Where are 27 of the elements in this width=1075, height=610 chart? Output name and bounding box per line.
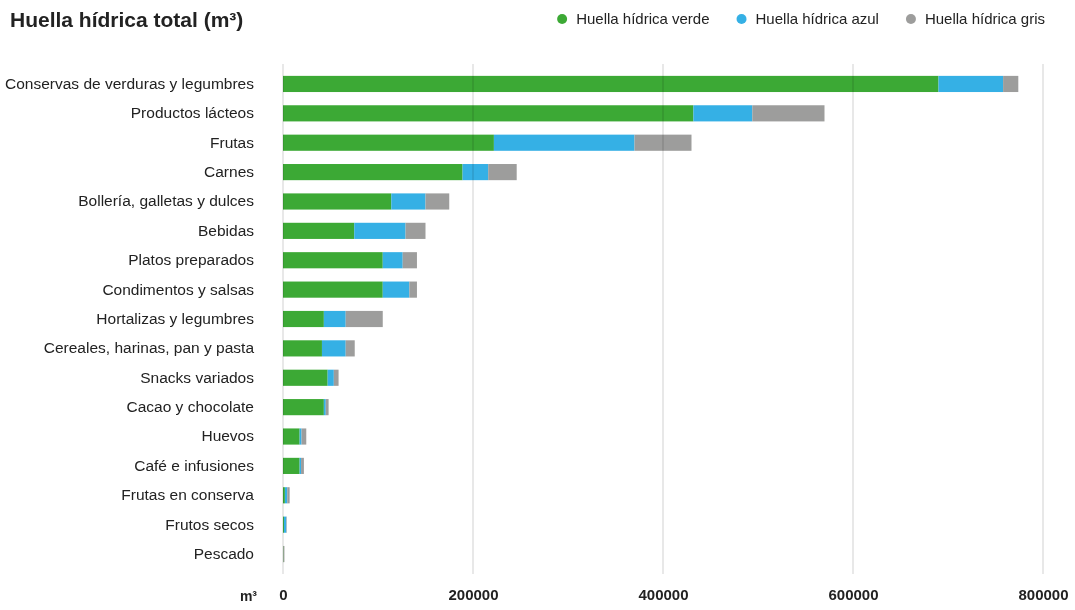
y-tick-label: Frutas bbox=[210, 133, 255, 151]
y-tick-label: Huevos bbox=[201, 427, 255, 445]
y-tick-label: Carnes bbox=[204, 163, 255, 181]
y-tick-label: Bebidas bbox=[197, 221, 255, 239]
y-tick-label: Cereales, harinas, pan y pasta bbox=[43, 339, 255, 357]
y-tick-label: Productos lácteos bbox=[130, 104, 255, 122]
x-tick-label: 400000 bbox=[638, 585, 689, 603]
legend-label: Huella hídrica azul bbox=[755, 10, 879, 27]
y-tick-label: Condimentos y salsas bbox=[102, 280, 255, 298]
chart-title: Huella hídrica total (m³) bbox=[10, 8, 244, 31]
y-tick-label: Café e infusiones bbox=[134, 456, 255, 474]
y-tick-label: Pescado bbox=[193, 545, 254, 562]
x-tick-label: 0 bbox=[279, 585, 288, 603]
y-tick-label: Frutos secos bbox=[165, 515, 255, 533]
y-tick-label: Hortalizas y legumbres bbox=[96, 309, 255, 327]
y-tick-label: Cacao y chocolate bbox=[126, 398, 254, 416]
legend-label: Huella hídrica gris bbox=[924, 10, 1045, 27]
x-tick-label: 200000 bbox=[448, 585, 499, 603]
x-tick-label: 800000 bbox=[1018, 585, 1069, 603]
y-tick-label: Bollería, galletas y dulces bbox=[78, 192, 255, 210]
legend-label: Huella hídrica verde bbox=[576, 10, 710, 27]
y-tick-label: Platos preparados bbox=[128, 251, 255, 269]
y-tick-label: Snacks variados bbox=[140, 368, 255, 386]
y-tick-label: Frutas en conserva bbox=[121, 486, 255, 504]
x-tick-label: 600000 bbox=[828, 585, 879, 603]
y-tick-label: Conservas de verduras y legumbres bbox=[5, 74, 255, 92]
x-axis-title: m³ bbox=[239, 588, 258, 604]
